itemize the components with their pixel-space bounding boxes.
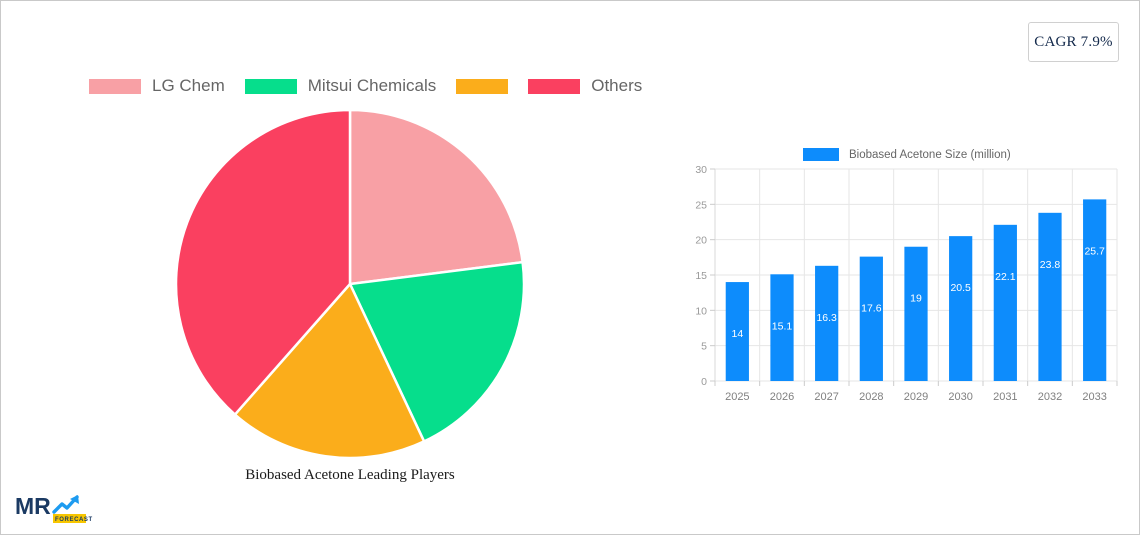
x-tick-label: 2028 bbox=[859, 391, 883, 403]
bar[interactable] bbox=[993, 224, 1017, 381]
pie-slices bbox=[175, 109, 525, 459]
bar[interactable] bbox=[1038, 212, 1062, 381]
bar-value-label: 23.8 bbox=[1040, 259, 1061, 271]
logo-badge-label: FORECAST bbox=[55, 517, 93, 523]
legend-swatch-orange bbox=[456, 78, 509, 94]
bar-value-label: 20.5 bbox=[950, 282, 971, 294]
pie-legend-item-mitsui-chemicals[interactable]: Mitsui Chemicals bbox=[244, 76, 437, 96]
bar-value-label: 17.6 bbox=[861, 303, 882, 315]
bar-chart-y-axis: 0 5 10 15 20 25 30 bbox=[695, 164, 715, 388]
legend-swatch-blue bbox=[803, 148, 839, 161]
pie-legend-label-3: Others bbox=[591, 76, 643, 95]
logo-svg: MR FORECAST bbox=[15, 493, 93, 523]
y-tick-label: 30 bbox=[695, 164, 707, 176]
y-tick-label: 0 bbox=[701, 376, 707, 388]
legend-swatch-crimson bbox=[528, 78, 581, 94]
cagr-badge: CAGR 7.9% bbox=[1028, 22, 1119, 62]
bar[interactable] bbox=[815, 265, 839, 381]
pie-chart[interactable] bbox=[175, 109, 525, 459]
x-tick-label: 2026 bbox=[770, 391, 794, 403]
bar[interactable] bbox=[859, 256, 883, 381]
x-tick-label: 2030 bbox=[948, 391, 972, 403]
legend-swatch-green bbox=[244, 78, 297, 94]
pie-chart-svg bbox=[175, 109, 525, 459]
bar[interactable] bbox=[949, 236, 973, 381]
bar-value-label: 14 bbox=[731, 328, 743, 340]
pie-legend-item-unlabeled[interactable] bbox=[456, 78, 509, 94]
bar-chart-legend[interactable]: Biobased Acetone Size (million) bbox=[803, 148, 1011, 161]
y-tick-label: 5 bbox=[701, 341, 707, 353]
bar-legend-label: Biobased Acetone Size (million) bbox=[849, 148, 1011, 161]
bar-value-label: 22.1 bbox=[995, 271, 1016, 283]
pie-legend-item-others[interactable]: Others bbox=[528, 76, 642, 96]
bar-value-label: 16.3 bbox=[816, 312, 837, 324]
pie-slice[interactable] bbox=[348, 109, 525, 286]
bar-chart-x-axis: 2025 2026 2027 2028 2029 2030 2031 2032 2033 bbox=[714, 381, 1118, 403]
trend-arrow-head-icon bbox=[70, 495, 79, 504]
pie-legend-item-lg-chem[interactable]: LG Chem bbox=[89, 76, 225, 96]
pie-slice[interactable] bbox=[348, 260, 525, 444]
bar[interactable] bbox=[770, 274, 794, 381]
logo-badge-bg bbox=[53, 514, 86, 523]
mr-forecast-logo: MR FORECAST bbox=[15, 490, 95, 526]
bar-chart-bars: 14 15.1 16.3 17.6 19 20.5 22.1 23.8 25.7 bbox=[725, 199, 1107, 381]
pie-legend-label-0: LG Chem bbox=[152, 76, 225, 95]
x-tick-label: 2027 bbox=[814, 391, 838, 403]
pie-chart-caption: Biobased Acetone Leading Players bbox=[245, 467, 455, 483]
x-tick-label: 2033 bbox=[1082, 391, 1106, 403]
bar-value-label: 19 bbox=[910, 293, 922, 305]
legend-swatch-pink bbox=[89, 78, 141, 94]
bar[interactable] bbox=[1083, 199, 1107, 381]
x-tick-label: 2032 bbox=[1038, 391, 1062, 403]
cagr-badge-label: CAGR 7.9% bbox=[1034, 33, 1113, 50]
y-tick-label: 25 bbox=[695, 199, 707, 211]
logo-wordmark: MR bbox=[15, 493, 51, 519]
bar[interactable] bbox=[725, 282, 749, 381]
pie-slice[interactable] bbox=[175, 109, 352, 417]
bar[interactable] bbox=[904, 246, 928, 381]
y-tick-label: 15 bbox=[695, 270, 707, 282]
x-tick-label: 2031 bbox=[993, 391, 1017, 403]
pie-legend: LG Chem Mitsui Chemicals Others bbox=[89, 75, 662, 97]
pie-legend-label-1: Mitsui Chemicals bbox=[307, 76, 437, 95]
x-tick-label: 2029 bbox=[904, 391, 928, 403]
bar-chart[interactable]: Biobased Acetone Size (million) 0 5 10 15 20… bbox=[673, 143, 1125, 411]
bar-value-label: 25.7 bbox=[1084, 245, 1105, 257]
x-tick-label: 2025 bbox=[725, 391, 749, 403]
bar-value-label: 15.1 bbox=[772, 320, 793, 332]
y-tick-label: 10 bbox=[695, 305, 707, 317]
pie-slice[interactable] bbox=[233, 281, 426, 459]
y-tick-label: 20 bbox=[695, 235, 707, 247]
trend-arrow-icon bbox=[52, 495, 79, 514]
